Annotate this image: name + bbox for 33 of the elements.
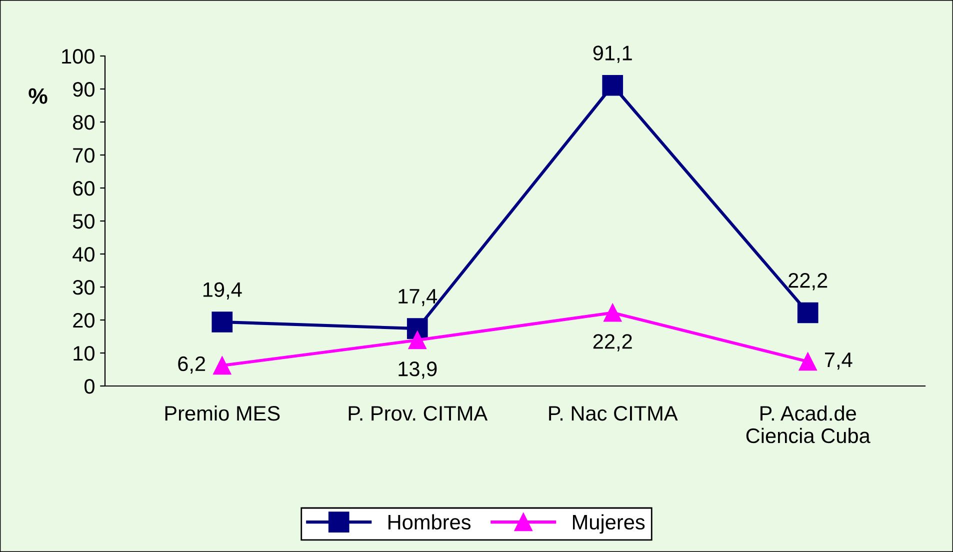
data-label: 22,2	[593, 334, 632, 352]
point	[408, 331, 426, 350]
y-tick-label: 0	[84, 379, 94, 394]
x-tick-label: Premio MES	[165, 405, 280, 421]
legend-label: Mujeres	[573, 514, 645, 534]
y-tick-label: 80	[73, 115, 94, 130]
y-tick-label: 20	[73, 313, 94, 328]
point	[213, 356, 232, 375]
data-label: 17,4	[398, 289, 438, 306]
y-tick-label: 30	[72, 280, 94, 295]
y-tick-label: 70	[73, 148, 94, 163]
x-tick-label: P. Acad.de Ciencia Cuba	[746, 405, 870, 444]
x-tick-label: P. Nac CITMA	[549, 406, 678, 421]
point	[798, 352, 817, 371]
data-label: 7,4	[825, 352, 852, 370]
y-tick-label: 90	[73, 82, 94, 97]
y-axis-title: %	[28, 88, 48, 104]
point	[212, 312, 233, 332]
point	[604, 304, 622, 322]
y-tick-label: 50	[72, 214, 94, 229]
y-tick-label: 100	[62, 49, 94, 64]
point	[602, 74, 624, 96]
y-tick-label: 10	[74, 346, 94, 361]
data-label: 13,9	[398, 362, 437, 379]
data-label: 22,2	[788, 273, 828, 290]
point	[797, 302, 818, 324]
data-label: 91,1	[593, 46, 632, 63]
legend-label: Hombres	[388, 514, 471, 530]
y-tick-label: 40	[72, 247, 94, 262]
x-tick-label: P. Prov. CITMA	[348, 406, 488, 421]
y-tick-label: 60	[73, 181, 94, 196]
data-label: 6,2	[178, 356, 206, 374]
data-label: 19,4	[203, 282, 242, 300]
